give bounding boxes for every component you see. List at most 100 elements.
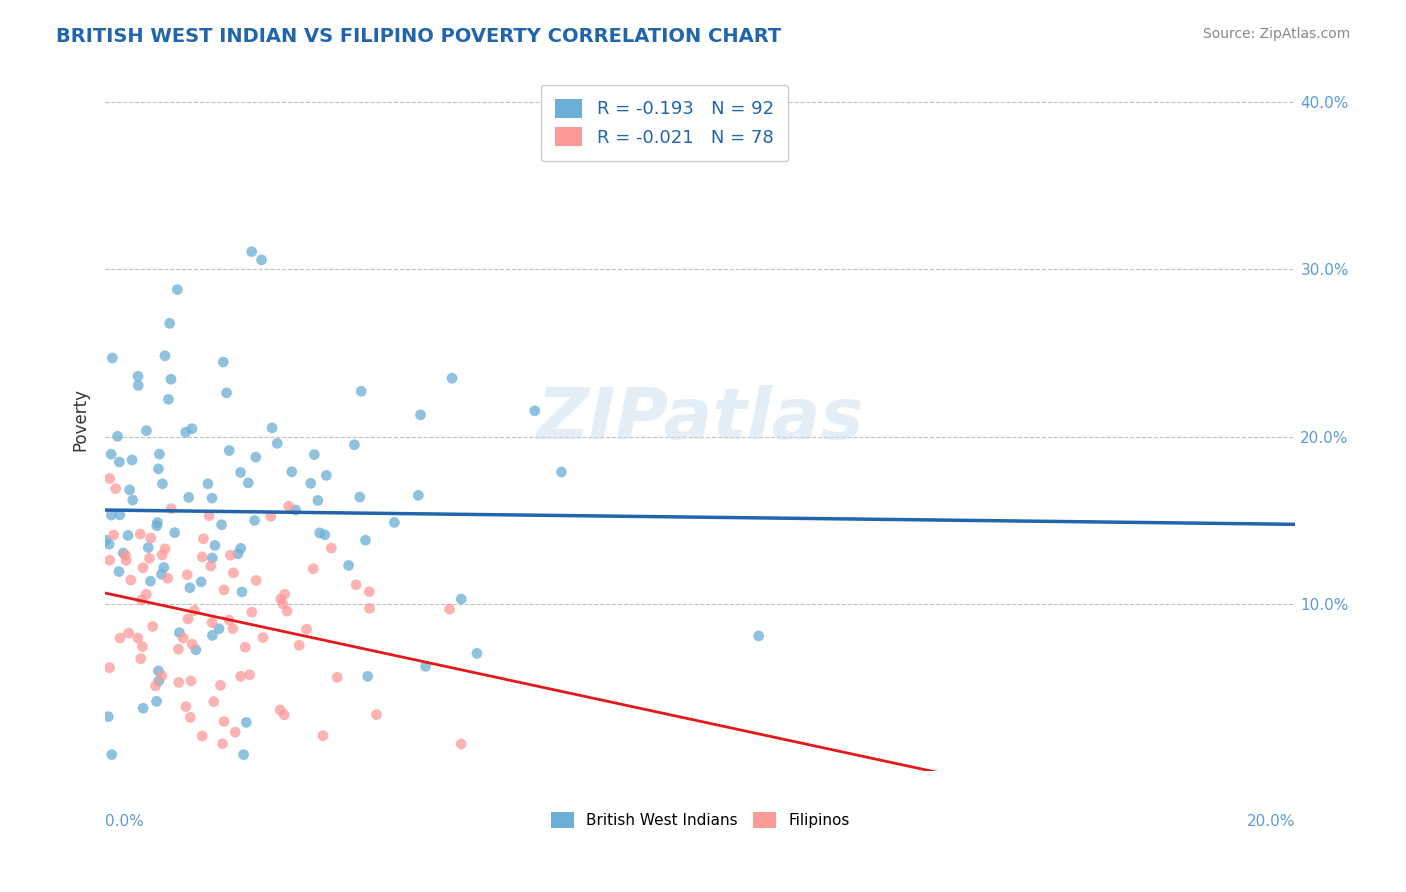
Filipinos: [252, 631, 274, 645]
British West Indians: [415, 659, 437, 673]
British West Indians: [157, 392, 180, 407]
Filipinos: [229, 669, 252, 683]
British West Indians: [121, 453, 143, 467]
British West Indians: [235, 715, 257, 730]
Filipinos: [273, 707, 295, 722]
British West Indians: [112, 546, 135, 560]
British West Indians: [146, 516, 169, 530]
British West Indians: [354, 533, 377, 548]
British West Indians: [97, 709, 120, 723]
British West Indians: [148, 664, 170, 678]
Filipinos: [211, 737, 233, 751]
Filipinos: [160, 501, 183, 516]
British West Indians: [384, 516, 406, 530]
British West Indians: [201, 491, 224, 505]
British West Indians: [100, 447, 122, 461]
Text: 20.0%: 20.0%: [1247, 814, 1295, 829]
British West Indians: [204, 538, 226, 552]
British West Indians: [121, 493, 143, 508]
Text: BRITISH WEST INDIAN VS FILIPINO POVERTY CORRELATION CHART: BRITISH WEST INDIAN VS FILIPINO POVERTY …: [56, 27, 782, 45]
Filipinos: [127, 631, 149, 645]
Filipinos: [202, 695, 225, 709]
Legend: British West Indians, Filipinos: British West Indians, Filipinos: [546, 805, 856, 834]
British West Indians: [201, 551, 224, 566]
Filipinos: [359, 584, 381, 599]
British West Indians: [153, 349, 176, 363]
British West Indians: [550, 465, 572, 479]
Filipinos: [245, 574, 267, 588]
Filipinos: [98, 471, 121, 485]
Filipinos: [276, 604, 298, 618]
British West Indians: [148, 462, 170, 476]
British West Indians: [315, 468, 337, 483]
British West Indians: [245, 450, 267, 464]
Filipinos: [103, 528, 125, 542]
British West Indians: [100, 747, 122, 762]
Filipinos: [150, 548, 173, 562]
Text: Source: ZipAtlas.com: Source: ZipAtlas.com: [1202, 27, 1350, 41]
Filipinos: [366, 707, 388, 722]
Filipinos: [138, 551, 160, 566]
British West Indians: [117, 528, 139, 542]
British West Indians: [150, 567, 173, 582]
Filipinos: [177, 612, 200, 626]
British West Indians: [94, 533, 117, 548]
Filipinos: [218, 613, 240, 627]
British West Indians: [174, 425, 197, 440]
British West Indians: [179, 581, 201, 595]
Filipinos: [321, 541, 343, 556]
British West Indians: [240, 244, 263, 259]
British West Indians: [314, 528, 336, 542]
British West Indians: [357, 669, 380, 683]
British West Indians: [465, 647, 488, 661]
British West Indians: [212, 355, 235, 369]
British West Indians: [197, 476, 219, 491]
Filipinos: [312, 729, 335, 743]
Filipinos: [153, 541, 176, 556]
Text: ZIPatlas: ZIPatlas: [537, 385, 865, 454]
British West Indians: [163, 525, 186, 540]
British West Indians: [408, 488, 430, 502]
Y-axis label: Poverty: Poverty: [72, 388, 89, 451]
British West Indians: [337, 558, 360, 573]
British West Indians: [343, 438, 366, 452]
British West Indians: [148, 447, 170, 461]
British West Indians: [108, 565, 131, 579]
Filipinos: [118, 626, 141, 640]
Filipinos: [326, 670, 349, 684]
British West Indians: [350, 384, 373, 399]
British West Indians: [215, 385, 238, 400]
British West Indians: [226, 547, 249, 561]
Filipinos: [212, 714, 235, 729]
British West Indians: [260, 421, 283, 435]
Filipinos: [222, 622, 245, 636]
Filipinos: [131, 593, 153, 607]
Filipinos: [260, 509, 283, 524]
British West Indians: [748, 629, 770, 643]
British West Indians: [127, 378, 149, 392]
British West Indians: [284, 503, 307, 517]
Filipinos: [270, 591, 292, 606]
Filipinos: [114, 548, 136, 562]
Filipinos: [439, 602, 461, 616]
Filipinos: [167, 675, 190, 690]
British West Indians: [145, 518, 167, 533]
British West Indians: [201, 628, 224, 642]
Filipinos: [212, 582, 235, 597]
Filipinos: [450, 737, 472, 751]
British West Indians: [108, 508, 131, 522]
Filipinos: [98, 553, 121, 567]
Filipinos: [201, 615, 224, 630]
British West Indians: [307, 493, 329, 508]
Filipinos: [129, 651, 152, 665]
Filipinos: [172, 631, 194, 645]
British West Indians: [299, 476, 322, 491]
Filipinos: [191, 549, 214, 564]
Filipinos: [150, 669, 173, 683]
Filipinos: [200, 559, 222, 574]
Filipinos: [233, 640, 256, 655]
British West Indians: [308, 525, 330, 540]
Filipinos: [183, 603, 205, 617]
Filipinos: [344, 578, 367, 592]
Filipinos: [219, 548, 242, 562]
